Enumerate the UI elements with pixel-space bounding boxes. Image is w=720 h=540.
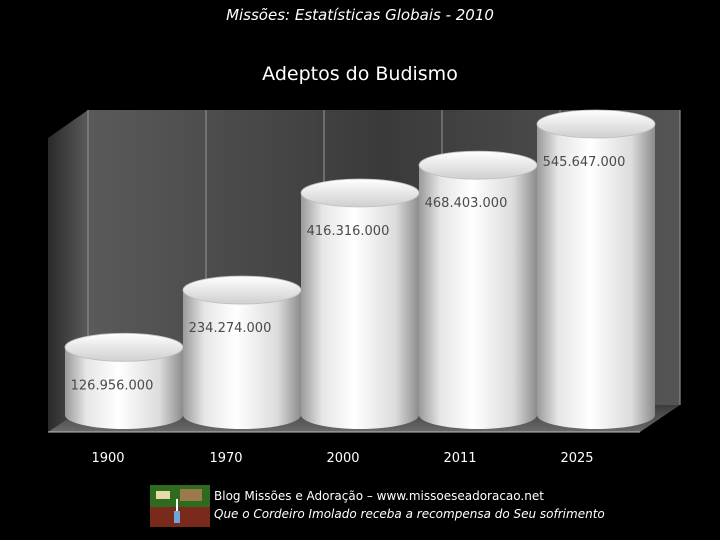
bar-body [183,290,301,429]
bar-1900: 126.956.000 [64,332,184,429]
bar-body [419,165,537,430]
category-label: 1970 [209,451,242,466]
bar-top [300,178,420,208]
footer-motto-line: Que o Cordeiro Imolado receba a recompen… [214,507,605,521]
bar-body [65,347,183,429]
bar-top [182,275,302,305]
value-label: 234.274.000 [189,321,272,336]
value-label: 545.647.000 [543,155,626,170]
bar-1970: 234.274.000 [182,275,302,429]
bar-2011: 468.403.000 [418,150,538,430]
value-label: 468.403.000 [425,196,508,211]
value-label: 126.956.000 [71,378,154,393]
bar-top [64,332,184,362]
footer-blog-line: Blog Missões e Adoração – www.missoesead… [214,489,544,503]
bar-top [418,150,538,180]
bar-body [301,192,419,429]
chart-title: Adeptos do Budismo [262,63,458,85]
blog-logo-icon [150,485,210,527]
category-label: 2011 [443,451,476,466]
bar-top [536,109,656,139]
category-labels-group: 1900 1970 2000 2011 2025 [91,451,593,466]
category-label: 2000 [326,451,359,466]
category-label: 2025 [560,451,593,466]
bar-2025: 545.647.000 [536,109,656,429]
category-label: 1900 [91,451,124,466]
bar-2000: 416.316.000 [300,178,420,429]
bar-body [537,123,655,429]
value-label: 416.316.000 [307,224,390,239]
bars-group: 126.956.000 234.274.000 416.316.000 468.403… [64,109,656,430]
page-subtitle: Missões: Estatísticas Globais - 2010 [226,6,494,24]
